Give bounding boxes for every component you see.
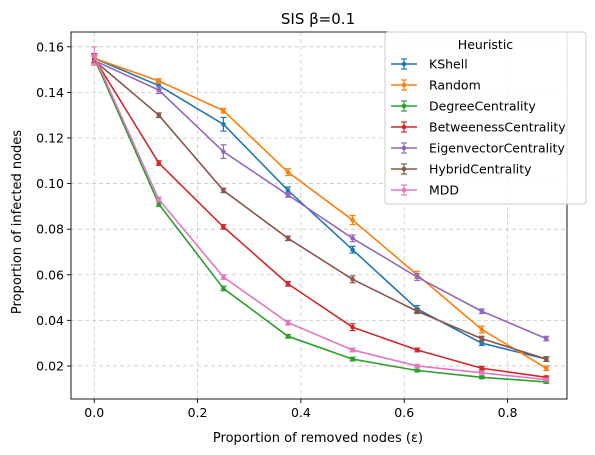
data-point (544, 336, 549, 341)
data-point (156, 78, 162, 84)
data-point (350, 324, 355, 330)
legend-label: KShell (429, 57, 468, 72)
legend-marker (401, 187, 407, 193)
data-point (350, 347, 355, 353)
data-point (350, 235, 355, 241)
legend-label: BetweenessCentrality (429, 120, 566, 135)
data-point (479, 327, 485, 332)
legend-marker (401, 145, 407, 151)
legend-entry: EigenvectorCentrality (391, 141, 565, 156)
x-axis-ticks: 0.0 0.2 0.4 0.6 0.8 (84, 399, 518, 420)
y-tick-label: 0.02 (36, 358, 64, 373)
series-line-betweenesscentrality (93, 57, 547, 379)
legend-label: EigenvectorCentrality (429, 141, 565, 156)
x-tick-label: 0.6 (394, 405, 414, 420)
legend-marker (401, 103, 407, 109)
data-point (350, 217, 355, 223)
data-point (285, 334, 291, 339)
legend-marker (401, 82, 407, 88)
y-tick-label: 0.14 (36, 85, 64, 100)
legend-title: Heuristic (458, 37, 514, 52)
legend-label: HybridCentrality (429, 162, 532, 177)
data-point (479, 375, 485, 380)
x-tick-label: 0.0 (84, 405, 104, 420)
x-axis-label: Proportion of removed nodes (ε) (213, 431, 423, 446)
series-line-hybridcentrality (93, 59, 547, 360)
data-point (285, 169, 291, 175)
plot-series (91, 46, 550, 385)
data-point (285, 281, 291, 287)
legend-box (384, 31, 587, 205)
legend-marker (401, 124, 407, 130)
series-betweenesscentrality (91, 53, 550, 380)
data-point (285, 235, 291, 241)
data-point (156, 201, 162, 207)
y-tick-label: 0.12 (36, 130, 64, 145)
series-line-kshell (93, 57, 547, 360)
y-axis-label: Proportion of infected nodes (10, 130, 25, 314)
data-point (285, 188, 291, 193)
data-point (156, 87, 162, 93)
legend-entry: KShell (391, 57, 468, 72)
y-tick-label: 0.16 (36, 39, 64, 54)
legend-label: Random (429, 78, 481, 93)
data-point (221, 122, 226, 127)
data-point (156, 112, 162, 118)
data-point (285, 320, 291, 325)
legend: Heuristic KShell Random DegreeCentrality Bet… (384, 31, 587, 205)
legend-label: DegreeCentrality (429, 99, 536, 114)
data-point (221, 149, 226, 154)
data-point (156, 160, 162, 166)
series-line-eigenvectorcentrality (93, 59, 547, 340)
data-point (156, 197, 162, 202)
data-point (91, 53, 97, 59)
data-point (350, 277, 355, 282)
data-point (414, 274, 420, 280)
y-tick-label: 0.06 (36, 267, 64, 282)
legend-marker (401, 166, 407, 172)
legend-entry: BetweenessCentrality (391, 120, 566, 135)
x-tick-label: 0.4 (291, 405, 311, 420)
data-point (221, 274, 226, 280)
series-line-degreecentrality (93, 57, 547, 383)
legend-entry: MDD (391, 183, 459, 198)
data-point (479, 340, 485, 346)
legend-label: MDD (429, 183, 459, 198)
data-point (544, 356, 549, 362)
legend-entry: DegreeCentrality (391, 99, 536, 114)
data-point (544, 365, 549, 371)
data-point (350, 356, 355, 362)
y-tick-label: 0.04 (36, 313, 64, 328)
data-point (414, 308, 420, 314)
chart-title: SIS β=0.1 (281, 10, 355, 28)
data-point (414, 363, 420, 369)
y-axis-ticks: 0.02 0.04 0.06 0.08 0.10 0.12 0.14 0.16 (36, 39, 71, 373)
legend-marker (401, 61, 407, 67)
series-mdd (91, 46, 550, 382)
data-point (221, 224, 226, 230)
x-tick-label: 0.8 (498, 405, 518, 420)
data-point (479, 370, 485, 376)
y-tick-label: 0.10 (36, 176, 64, 191)
series-line-mdd (93, 55, 547, 381)
plot-frame (70, 31, 568, 400)
data-point (479, 308, 485, 314)
y-tick-label: 0.08 (36, 222, 64, 237)
data-point (544, 377, 549, 382)
data-point (221, 108, 226, 113)
data-point (479, 365, 485, 371)
series-line-random (93, 57, 547, 369)
x-tick-label: 0.2 (188, 405, 208, 420)
legend-entry: Random (391, 78, 481, 93)
data-point (221, 188, 226, 193)
legend-entry: HybridCentrality (391, 162, 532, 177)
data-point (285, 192, 291, 198)
data-point (350, 247, 355, 252)
data-point (414, 347, 420, 353)
data-point (414, 368, 420, 373)
data-point (479, 336, 485, 341)
data-point (221, 286, 226, 291)
series-eigenvectorcentrality (91, 55, 550, 342)
